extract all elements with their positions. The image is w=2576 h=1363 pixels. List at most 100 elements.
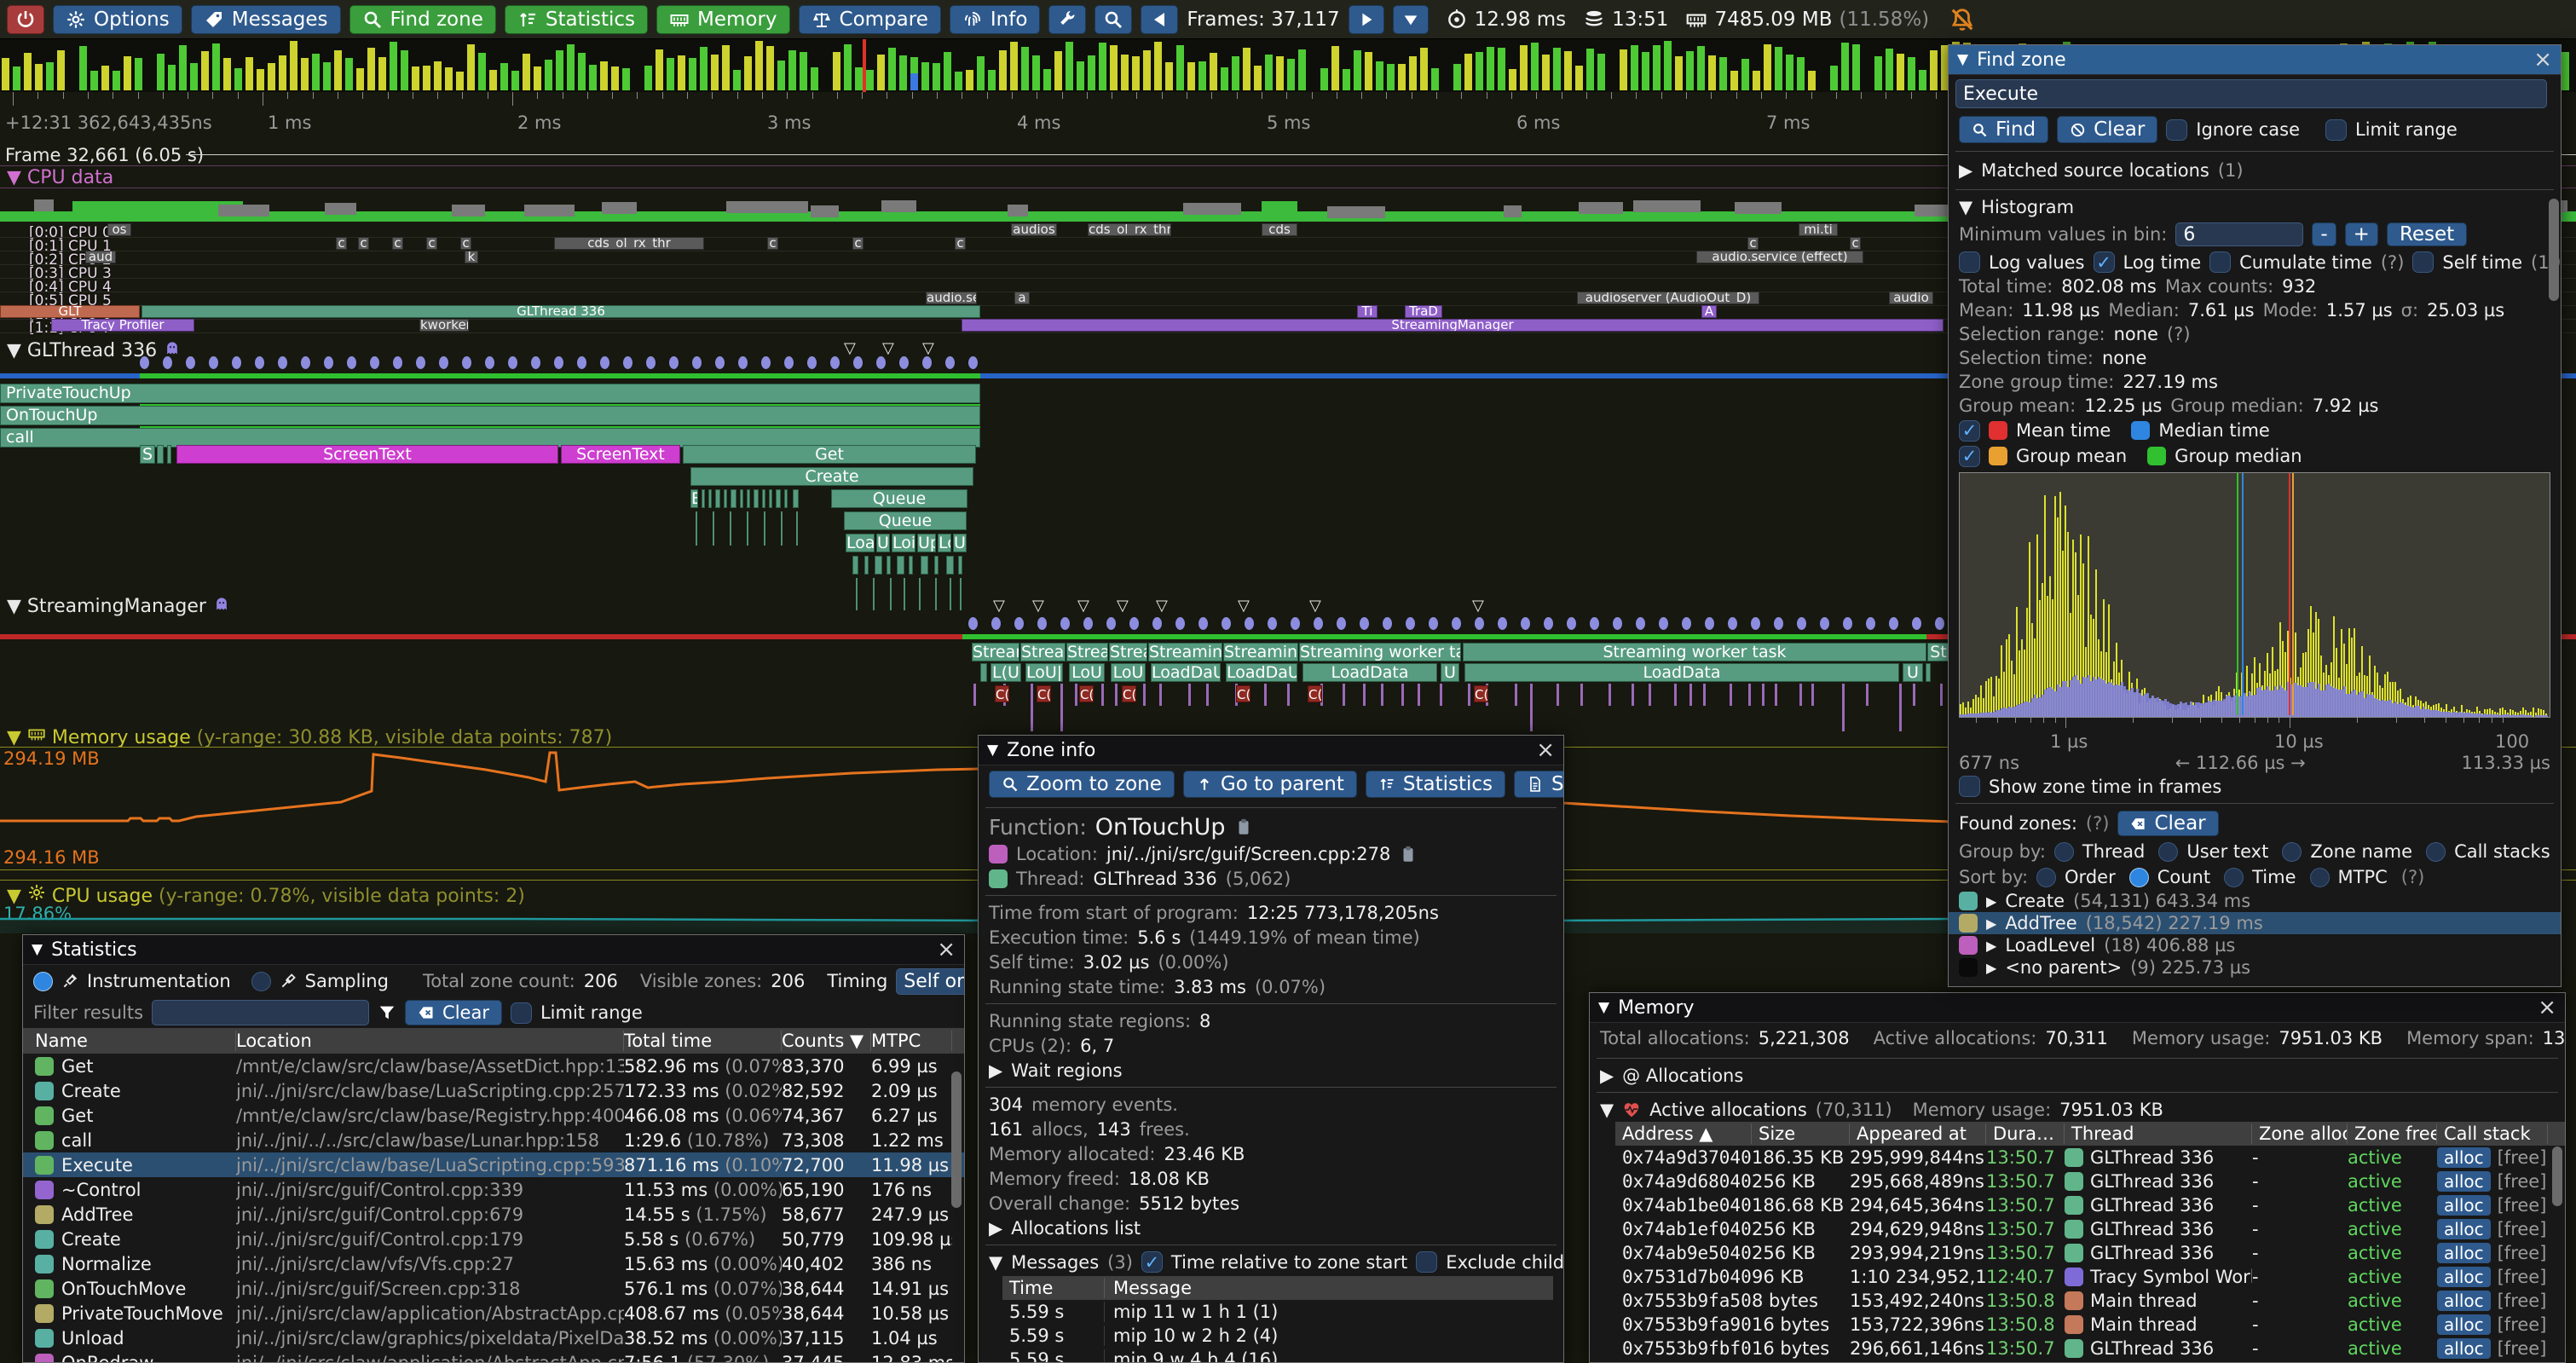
allocation-row[interactable]: 0x74ab1be040 186.68 KB 294,645,364ns 13:50.…	[1615, 1193, 2565, 1217]
memory-scrollbar[interactable]	[2552, 1146, 2562, 1206]
message-tick[interactable]	[1775, 684, 1777, 706]
histogram-row[interactable]: ▼ Histogram	[1949, 194, 2561, 219]
table-row[interactable]: OnRedraw jni/../jni/src/claw/application/…	[23, 1350, 964, 1362]
zone-block[interactable]	[776, 489, 781, 508]
frame-bar[interactable]	[777, 61, 785, 90]
sample-dot[interactable]	[508, 356, 517, 369]
message-tick[interactable]	[1799, 684, 1802, 706]
frame-bar[interactable]	[1542, 55, 1550, 90]
zone-block[interactable]	[715, 489, 720, 508]
sample-dot[interactable]	[1175, 617, 1185, 630]
frame-bar[interactable]	[57, 50, 65, 90]
zone-block[interactable]	[875, 556, 882, 575]
frame-bar[interactable]	[888, 48, 896, 90]
info-button[interactable]: Info	[949, 4, 1041, 34]
frame-bar[interactable]	[1675, 56, 1683, 90]
message-tick[interactable]	[1075, 684, 1077, 706]
message-tick[interactable]	[1264, 684, 1267, 706]
close-icon[interactable]: ×	[937, 937, 956, 962]
frame-bar[interactable]	[755, 41, 763, 90]
table-row[interactable]: call jni/../jni/../../src/claw/base/Lunar…	[23, 1128, 964, 1152]
message-tick[interactable]	[1899, 684, 1902, 731]
allocation-row[interactable]: 0x74ab1ef040 256 KB 294,629,948ns 13:50.7 GL…	[1615, 1217, 2565, 1241]
sample-dot[interactable]	[853, 356, 863, 369]
zone-block[interactable]: St	[1927, 643, 1949, 661]
sample-dot[interactable]	[1682, 617, 1691, 630]
expand-icon[interactable]: ▶	[1986, 892, 1997, 910]
message-tick[interactable]	[1468, 684, 1470, 706]
collapse-icon[interactable]: ▼	[987, 742, 999, 759]
alloc-callstack-button[interactable]: alloc	[2437, 1267, 2491, 1287]
alloc-callstack-button[interactable]: alloc	[2437, 1243, 2491, 1263]
column-header-dura[interactable]: Dura…	[1986, 1123, 2065, 1144]
table-row[interactable]: ~Control jni/../jni/src/guif/Control.cpp:…	[23, 1177, 964, 1202]
frame-bar[interactable]	[135, 58, 142, 90]
sample-dot[interactable]	[1935, 617, 1944, 630]
zoom-button[interactable]	[1095, 4, 1133, 34]
sample-dot[interactable]	[761, 356, 771, 369]
table-row[interactable]: Execute jni/../jni/src/claw/base/LuaScrip…	[23, 1152, 964, 1177]
frame-bar[interactable]	[1775, 47, 1782, 90]
c-zone-block[interactable]: C(	[1037, 685, 1051, 702]
sample-dot[interactable]	[1774, 617, 1783, 630]
histogram-plot[interactable]	[1959, 472, 2550, 718]
sample-dot[interactable]	[186, 356, 195, 369]
column-header-counts[interactable]: Counts ▼	[782, 1031, 871, 1051]
frame-bar[interactable]	[489, 70, 497, 90]
expand-icon[interactable]: ▶	[1986, 915, 1997, 932]
frame-bar[interactable]	[1919, 70, 1926, 90]
sample-dot[interactable]	[577, 356, 586, 369]
frame-bar[interactable]	[378, 57, 386, 90]
sample-dot[interactable]	[1152, 617, 1162, 630]
sample-dot[interactable]	[1037, 617, 1047, 630]
exclude-children-checkbox[interactable]	[1416, 1251, 1438, 1273]
frame-bar[interactable]	[833, 52, 840, 90]
sample-dot[interactable]	[1636, 617, 1645, 630]
sample-dot[interactable]	[623, 356, 632, 369]
cpu-zone-block[interactable]: Ti	[1357, 305, 1378, 318]
active-allocations-row[interactable]: ▼ Active allocations (70,311) Memory usage:…	[1590, 1097, 2565, 1122]
message-tick[interactable]	[1940, 684, 1943, 706]
message-tick[interactable]	[1674, 684, 1677, 706]
close-icon[interactable]: ×	[2533, 47, 2552, 72]
zone-marker-icon[interactable]: ▽	[844, 339, 856, 357]
zone-block[interactable]: U	[876, 534, 890, 552]
sample-dot[interactable]	[1406, 617, 1415, 630]
frame-dropdown-button[interactable]	[1392, 4, 1429, 34]
zone-block[interactable]	[754, 489, 759, 508]
frame-bar[interactable]	[1941, 45, 1949, 90]
message-tick[interactable]	[1418, 684, 1420, 706]
close-icon[interactable]: ×	[1536, 737, 1555, 763]
frame-bar[interactable]	[35, 64, 43, 90]
frame-bar[interactable]	[390, 42, 397, 90]
message-tick[interactable]	[1811, 684, 1814, 706]
thread-stack-bar[interactable]: OnTouchUp	[0, 406, 980, 425]
frame-bar[interactable]	[545, 60, 552, 90]
sample-dot[interactable]	[1544, 617, 1553, 630]
zone-block[interactable]	[731, 489, 736, 508]
allocation-row[interactable]: 0x7553b9fbf0 16 bytes 296,661,146ns 13:50.7…	[1615, 1337, 2565, 1360]
expand-icon[interactable]: ▶	[1959, 160, 1973, 181]
frame-bar[interactable]	[1043, 69, 1051, 90]
frame-bar[interactable]	[223, 58, 231, 90]
message-tick[interactable]	[1440, 684, 1442, 706]
frame-bar[interactable]	[955, 72, 962, 90]
allocation-row[interactable]: 0x74a9d37040 186.35 KB 295,999,844ns 13:50.…	[1615, 1146, 2565, 1170]
zone-block[interactable]	[958, 556, 962, 575]
c-zone-block[interactable]: C(	[1474, 685, 1488, 702]
frame-bar[interactable]	[1830, 66, 1838, 90]
sample-dot[interactable]	[1705, 617, 1714, 630]
frame-bar[interactable]	[2562, 52, 2569, 90]
table-row[interactable]: Get/mnt/e/claw/src/claw/base/AssetDict.h…	[23, 1054, 964, 1078]
zone-block[interactable]	[793, 489, 799, 508]
frame-bar[interactable]	[1343, 69, 1350, 90]
found-zone-group[interactable]: ▶ AddTree (18,542) 227.19 ms	[1949, 912, 2561, 934]
sample-dot[interactable]	[1843, 617, 1852, 630]
frame-bar[interactable]	[1376, 61, 1383, 90]
column-header-name[interactable]: Name	[23, 1031, 236, 1051]
zone-block[interactable]: Strea	[1109, 643, 1147, 661]
zoom-to-zone-button[interactable]: Zoom to zone	[989, 771, 1175, 798]
message-tick[interactable]	[1632, 684, 1634, 706]
sample-dot[interactable]	[1452, 617, 1461, 630]
sample-dot[interactable]	[945, 356, 955, 369]
